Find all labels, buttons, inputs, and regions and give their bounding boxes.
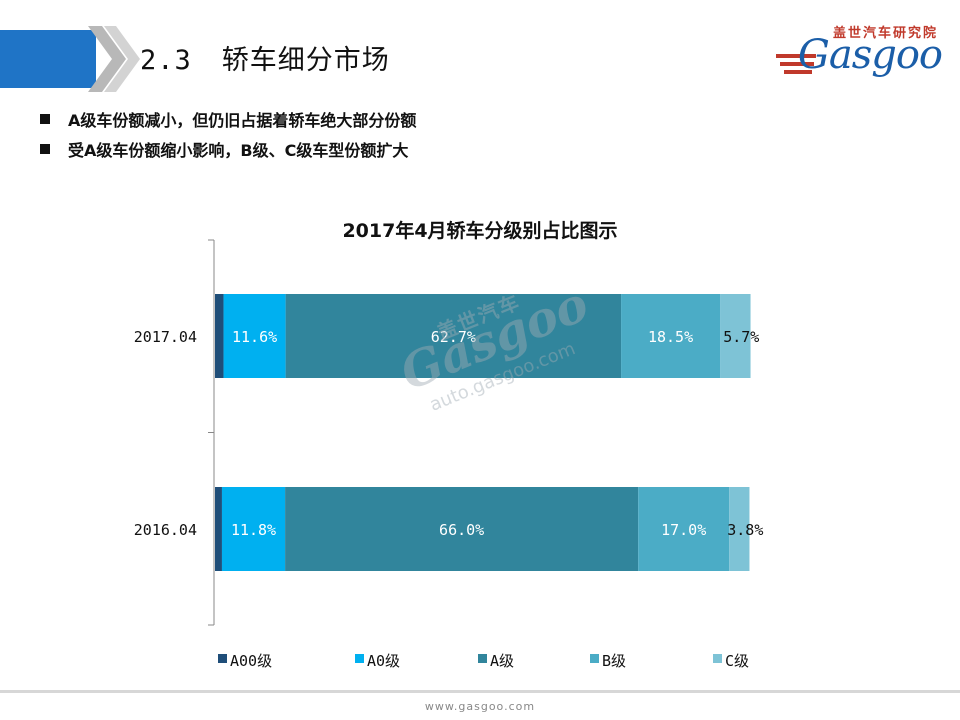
data-label: 5.7% bbox=[723, 328, 759, 346]
legend-swatch bbox=[355, 654, 364, 663]
page-title: 2.3 轿车细分市场 bbox=[140, 38, 390, 77]
data-label: 11.8% bbox=[231, 521, 276, 539]
bar-segment bbox=[285, 294, 622, 378]
bullet-list: A级车份额减小，但仍旧占据着轿车绝大部分份额 受A级车份额缩小影响，B级、C级车… bbox=[40, 104, 416, 164]
category-label: 2017.04 bbox=[134, 328, 197, 346]
bullet-item: 受A级车份额缩小影响，B级、C级车型份额扩大 bbox=[40, 134, 416, 164]
bullet-item: A级车份额减小，但仍旧占据着轿车绝大部分份额 bbox=[40, 104, 416, 134]
bullet-text: 受A级车份额缩小影响，B级、C级车型份额扩大 bbox=[68, 141, 409, 160]
header-accent-bar bbox=[0, 30, 96, 88]
section-title: 轿车细分市场 bbox=[221, 45, 390, 76]
legend-label: B级 bbox=[602, 652, 626, 670]
chevron-decoration-icon bbox=[88, 26, 140, 92]
bar-segment bbox=[223, 294, 286, 378]
data-label: 62.7% bbox=[431, 328, 476, 346]
gasgoo-logo: 盖世汽车研究院 Gasgoo bbox=[772, 22, 943, 84]
square-bullet-icon bbox=[40, 114, 50, 124]
data-label: 11.6% bbox=[232, 328, 277, 346]
legend-label: A级 bbox=[490, 652, 514, 670]
bar-segment bbox=[621, 294, 721, 378]
data-label: 66.0% bbox=[439, 521, 484, 539]
legend-swatch bbox=[713, 654, 722, 663]
bar-segment bbox=[285, 487, 639, 571]
header: 2.3 轿车细分市场 盖世汽车研究院 Gasgoo bbox=[0, 0, 960, 96]
bar-segment bbox=[221, 487, 286, 571]
legend-swatch bbox=[478, 654, 487, 663]
data-label: 18.5% bbox=[648, 328, 693, 346]
legend-label: A0级 bbox=[367, 652, 400, 670]
legend-swatch bbox=[218, 654, 227, 663]
legend-label: C级 bbox=[725, 652, 749, 670]
footer-url: www.gasgoo.com bbox=[424, 700, 536, 713]
section-number: 2.3 bbox=[140, 45, 192, 76]
bar-segment bbox=[729, 487, 750, 571]
legend-label: A00级 bbox=[230, 652, 272, 670]
logo-stripes-icon bbox=[776, 54, 816, 74]
square-bullet-icon bbox=[40, 144, 50, 154]
legend-swatch bbox=[590, 654, 599, 663]
bar-segment bbox=[215, 487, 222, 571]
logo-cn-text: 盖世汽车研究院 bbox=[832, 26, 938, 41]
bar-segment bbox=[215, 294, 224, 378]
chart-title: 2017年4月轿车分级别占比图示 bbox=[342, 220, 618, 242]
logo-en-text: Gasgoo bbox=[797, 32, 943, 78]
bar-segment bbox=[720, 294, 751, 378]
data-label: 17.0% bbox=[661, 521, 706, 539]
category-label: 2016.04 bbox=[134, 521, 197, 539]
footer-divider bbox=[0, 690, 960, 693]
bar-segment bbox=[638, 487, 730, 571]
bullet-text: A级车份额减小，但仍旧占据着轿车绝大部分份额 bbox=[68, 111, 417, 130]
data-label: 3.8% bbox=[727, 521, 763, 539]
